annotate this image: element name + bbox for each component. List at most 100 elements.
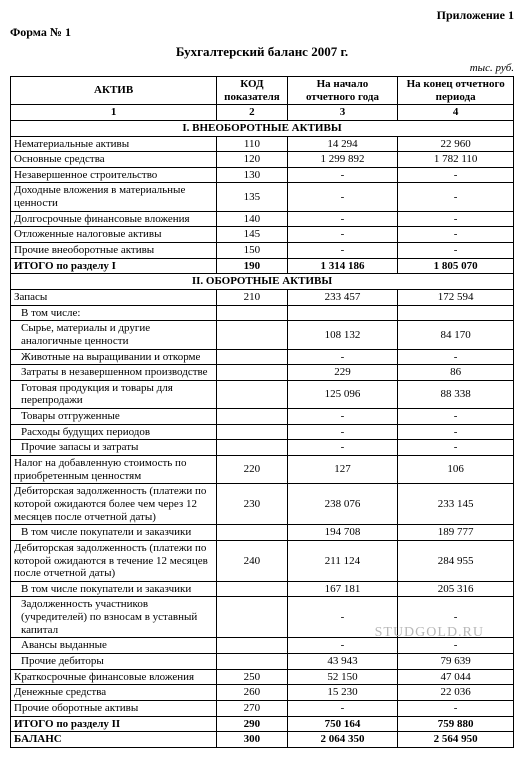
table-row: Нематериальные активы11014 29422 960 — [11, 136, 514, 152]
row-value-start: - — [287, 700, 398, 716]
row-name: Долгосрочные финансовые вложения — [11, 211, 217, 227]
table-row: Прочие дебиторы 43 94379 639 — [11, 653, 514, 669]
balance-table: АКТИВ КОД показателя На начало отчетного… — [10, 76, 514, 748]
table-row: Прочие запасы и затраты-- — [11, 440, 514, 456]
row-name: Расходы будущих периодов — [11, 424, 217, 440]
row-code — [217, 525, 287, 541]
row-value-start: 108 132 — [287, 321, 398, 349]
row-name: Прочие дебиторы — [11, 653, 217, 669]
table-row: Сырье, материалы и другие аналогичные це… — [11, 321, 514, 349]
row-name: Денежные средства — [11, 685, 217, 701]
row-code — [217, 581, 287, 597]
row-code: 145 — [217, 227, 287, 243]
row-value-start: - — [287, 638, 398, 654]
row-code: 250 — [217, 669, 287, 685]
table-row: Долгосрочные финансовые вложения140-- — [11, 211, 514, 227]
row-name: В том числе покупатели и заказчики — [11, 525, 217, 541]
row-name: Незавершенное строительство — [11, 167, 217, 183]
table-row: Животные на выращивании и откорме-- — [11, 349, 514, 365]
row-value-end — [398, 305, 514, 321]
row-name: Налог на добавленную стоимость по приобр… — [11, 456, 217, 484]
table-body: I. ВНЕОБОРОТНЫЕ АКТИВЫ Нематериальные ак… — [11, 120, 514, 747]
row-code — [217, 349, 287, 365]
row-value-end: 189 777 — [398, 525, 514, 541]
row-code: 290 — [217, 716, 287, 732]
table-row: Затраты в незавершенном производстве2298… — [11, 365, 514, 381]
row-name: ИТОГО по разделу II — [11, 716, 217, 732]
table-row: Налог на добавленную стоимость по приобр… — [11, 456, 514, 484]
form-number: Форма № 1 — [10, 25, 514, 40]
row-value-start: 750 164 — [287, 716, 398, 732]
row-value-start: - — [287, 183, 398, 211]
table-row: Дебиторская задолженность (платежи по ко… — [11, 484, 514, 525]
section-2-header: II. ОБОРОТНЫЕ АКТИВЫ — [11, 274, 514, 290]
row-value-start: 238 076 — [287, 484, 398, 525]
row-value-end: 22 036 — [398, 685, 514, 701]
col-header-start: На начало отчетного года — [287, 77, 398, 105]
row-name: Готовая продукция и товары для перепрода… — [11, 380, 217, 408]
row-code: 230 — [217, 484, 287, 525]
row-code: 270 — [217, 700, 287, 716]
table-row: Товары отгруженные-- — [11, 409, 514, 425]
row-value-start: - — [287, 597, 398, 638]
row-code: 135 — [217, 183, 287, 211]
row-code — [217, 638, 287, 654]
row-value-start: 1 314 186 — [287, 258, 398, 274]
row-value-end: - — [398, 183, 514, 211]
table-header-row: АКТИВ КОД показателя На начало отчетного… — [11, 77, 514, 105]
row-value-end: - — [398, 349, 514, 365]
row-code: 240 — [217, 540, 287, 581]
section-1-title: I. ВНЕОБОРОТНЫЕ АКТИВЫ — [11, 120, 514, 136]
row-value-end: 1 782 110 — [398, 152, 514, 168]
row-value-end: - — [398, 424, 514, 440]
row-name: БАЛАНС — [11, 732, 217, 748]
row-value-start: 52 150 — [287, 669, 398, 685]
row-value-start: - — [287, 211, 398, 227]
row-code: 140 — [217, 211, 287, 227]
row-value-end: 1 805 070 — [398, 258, 514, 274]
row-code — [217, 424, 287, 440]
row-value-start: 167 181 — [287, 581, 398, 597]
row-value-start: - — [287, 440, 398, 456]
row-value-end: - — [398, 409, 514, 425]
col-header-code: КОД показателя — [217, 77, 287, 105]
row-code: 300 — [217, 732, 287, 748]
row-value-start: 14 294 — [287, 136, 398, 152]
row-value-start: 194 708 — [287, 525, 398, 541]
row-name: Дебиторская задолженность (платежи по ко… — [11, 484, 217, 525]
table-row: Денежные средства26015 23022 036 — [11, 685, 514, 701]
row-name: Прочие внеоборотные активы — [11, 243, 217, 259]
table-row: Дебиторская задолженность (платежи по ко… — [11, 540, 514, 581]
row-name: Товары отгруженные — [11, 409, 217, 425]
row-name: Доходные вложения в материальные ценност… — [11, 183, 217, 211]
row-code: 150 — [217, 243, 287, 259]
row-value-end: 88 338 — [398, 380, 514, 408]
row-value-end: 84 170 — [398, 321, 514, 349]
row-value-end: 22 960 — [398, 136, 514, 152]
row-value-start: 43 943 — [287, 653, 398, 669]
colnum-3: 3 — [287, 105, 398, 121]
row-name: Краткосрочные финансовые вложения — [11, 669, 217, 685]
table-row: Прочие оборотные активы270-- — [11, 700, 514, 716]
row-name: Дебиторская задолженность (платежи по ко… — [11, 540, 217, 581]
row-name: Запасы — [11, 289, 217, 305]
row-value-start: - — [287, 424, 398, 440]
row-name: Прочие оборотные активы — [11, 700, 217, 716]
table-row: Авансы выданные-- — [11, 638, 514, 654]
row-name: Отложенные налоговые активы — [11, 227, 217, 243]
table-row: Готовая продукция и товары для перепрода… — [11, 380, 514, 408]
row-value-start: 15 230 — [287, 685, 398, 701]
table-row: Запасы210233 457172 594 — [11, 289, 514, 305]
row-value-end: 79 639 — [398, 653, 514, 669]
row-code — [217, 305, 287, 321]
table-colnum-row: 1 2 3 4 — [11, 105, 514, 121]
section-2-title: II. ОБОРОТНЫЕ АКТИВЫ — [11, 274, 514, 290]
row-value-end: 106 — [398, 456, 514, 484]
row-code: 190 — [217, 258, 287, 274]
row-code: 210 — [217, 289, 287, 305]
row-name: Основные средства — [11, 152, 217, 168]
row-name: Сырье, материалы и другие аналогичные це… — [11, 321, 217, 349]
section-1-header: I. ВНЕОБОРОТНЫЕ АКТИВЫ — [11, 120, 514, 136]
row-name: Задолженность участников (учредителей) п… — [11, 597, 217, 638]
row-value-start: 2 064 350 — [287, 732, 398, 748]
